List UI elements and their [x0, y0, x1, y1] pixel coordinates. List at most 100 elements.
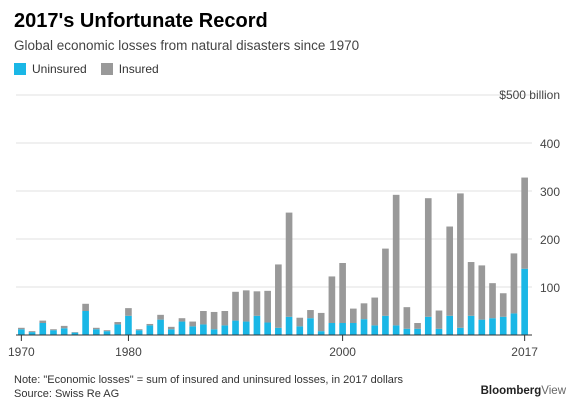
bar-uninsured	[285, 316, 293, 335]
y-tick-label: 200	[540, 233, 560, 247]
bar-uninsured	[510, 313, 518, 335]
bar-insured	[167, 326, 175, 330]
bar-uninsured	[339, 323, 346, 335]
bar-insured	[39, 320, 47, 323]
bar-uninsured	[317, 331, 325, 335]
bar-uninsured	[414, 328, 421, 335]
bar-uninsured	[296, 326, 304, 335]
bar-insured	[103, 330, 111, 332]
bar-insured	[499, 293, 507, 317]
bar-uninsured	[114, 324, 122, 335]
bar-insured	[317, 312, 325, 332]
bar-insured	[146, 323, 154, 326]
note-text: Note: "Economic losses" = sum of insured…	[14, 374, 404, 386]
bar-uninsured	[392, 325, 400, 335]
bar-uninsured	[39, 323, 47, 335]
bar-insured	[349, 308, 357, 323]
bar-uninsured	[221, 325, 229, 335]
y-tick-label: 100	[540, 281, 560, 295]
bar-insured	[307, 310, 314, 319]
legend-swatch-insured	[100, 63, 113, 75]
bar-insured	[360, 303, 368, 320]
brand-name: Bloomberg	[480, 385, 542, 397]
bar-uninsured	[135, 330, 143, 335]
bar-uninsured	[403, 328, 411, 335]
bar-insured	[135, 329, 143, 331]
bar-insured	[253, 291, 261, 316]
bar-insured	[435, 310, 443, 329]
bar-uninsured	[371, 325, 379, 335]
bar-uninsured	[242, 321, 250, 335]
bar-insured	[189, 321, 197, 327]
bar-insured	[382, 248, 389, 316]
bar-uninsured	[307, 318, 314, 335]
bar-uninsured	[478, 319, 486, 335]
bar-insured	[232, 291, 239, 321]
bar-insured	[221, 311, 229, 326]
bar-uninsured	[382, 315, 389, 335]
bar-uninsured	[178, 321, 186, 335]
source-text: Source: Swiss Re AG	[14, 388, 120, 400]
bar-uninsured	[103, 331, 111, 335]
bar-insured	[92, 327, 100, 330]
bar-uninsured	[467, 315, 475, 335]
bar-insured	[210, 311, 218, 330]
bar-uninsured	[360, 319, 368, 335]
bar-insured	[489, 283, 496, 319]
bar-insured	[467, 262, 475, 316]
brand-suffix: View	[541, 385, 566, 397]
bar-uninsured	[232, 320, 239, 335]
bar-uninsured	[146, 325, 154, 335]
bar-uninsured	[457, 327, 464, 335]
bar-uninsured	[167, 329, 175, 335]
bar-uninsured	[200, 324, 207, 335]
bar-insured	[114, 322, 122, 325]
bar-uninsured	[210, 329, 218, 335]
bar-uninsured	[424, 316, 432, 335]
chart-note: Note: "Economic losses" = sum of insured…	[14, 373, 403, 401]
bar-insured	[50, 329, 57, 331]
bar-insured	[510, 253, 518, 314]
bar-uninsured	[50, 330, 57, 335]
y-tick-label: 300	[540, 185, 560, 199]
legend-item-uninsured: Uninsured	[14, 62, 87, 76]
bar-insured	[457, 193, 464, 328]
brand-logo: BloombergView	[481, 385, 566, 397]
x-tick-label: 2017	[511, 345, 538, 359]
bar-insured	[371, 297, 379, 326]
bar-uninsured	[82, 311, 89, 335]
bar-insured	[424, 198, 432, 317]
bar-insured	[82, 303, 89, 311]
bar-uninsured	[499, 316, 507, 335]
bar-insured	[242, 290, 250, 322]
bar-uninsured	[275, 327, 282, 335]
bar-insured	[178, 318, 186, 322]
bar-uninsured	[521, 268, 528, 335]
x-tick-label: 1980	[115, 345, 142, 359]
chart-title: 2017's Unfortunate Record	[14, 10, 268, 32]
chart-subtitle: Global economic losses from natural disa…	[14, 38, 360, 53]
bar-insured	[275, 264, 282, 328]
legend-item-insured: Insured	[100, 62, 159, 76]
bar-insured	[328, 276, 336, 323]
bar-insured	[392, 194, 400, 326]
bar-insured	[414, 323, 421, 329]
legend-swatch-uninsured	[14, 63, 26, 75]
y-tick-label: $500 billion	[499, 88, 560, 102]
bar-uninsured	[60, 328, 68, 335]
legend-label-uninsured: Uninsured	[32, 62, 87, 76]
bar-insured	[478, 265, 486, 320]
bar-uninsured	[92, 329, 100, 335]
bar-insured	[200, 311, 207, 325]
x-tick-label: 2000	[329, 345, 356, 359]
bar-insured	[18, 327, 25, 330]
bar-insured	[403, 307, 411, 329]
bar-uninsured	[18, 329, 25, 335]
bar-uninsured	[446, 315, 454, 335]
bar-insured	[521, 177, 528, 269]
bar-insured	[125, 308, 132, 316]
bar-uninsured	[189, 326, 197, 335]
bar-uninsured	[157, 319, 164, 335]
bar-uninsured	[71, 332, 79, 335]
